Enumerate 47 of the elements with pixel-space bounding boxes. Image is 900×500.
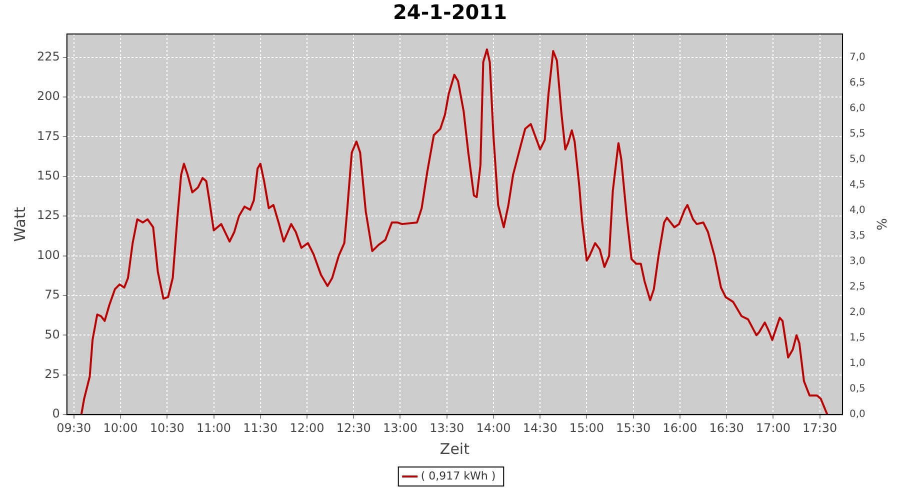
x-tick-label: 09:30 [56,420,92,435]
y2-tick-label: 4,0 [849,205,866,216]
x-tick-label: 17:30 [802,420,838,435]
y2-tick-label: 3,0 [849,256,866,268]
y2-tick-label: 2,5 [849,282,866,293]
y2-tick-label: 3,5 [849,230,866,242]
y2-tick-label: 2,0 [849,307,866,318]
y-tick-label: 50 [44,327,60,342]
x-tick-label: 10:30 [150,420,184,435]
y-tick-label: 175 [37,128,60,143]
y2-tick-label: 4,5 [849,179,866,190]
y2-tick-label: 7,0 [849,52,866,63]
x-tick-label: 14:30 [522,420,558,435]
x-tick-label: 16:00 [662,420,698,435]
x-tick-label: 11:30 [243,420,278,435]
x-tick-label: 17:00 [756,420,791,435]
legend-label: ( 0,917 kWh ) [420,469,496,482]
y2-tick-label: 1,0 [849,358,866,370]
y-tick-label: 25 [44,367,60,382]
y2-tick-label: 5,0 [849,154,866,165]
y-tick-label: 0 [52,406,60,421]
x-tick-label: 12:00 [290,420,324,435]
y2-tick-label: 1,5 [849,332,866,344]
y-tick-label: 75 [44,288,60,302]
x-tick-label: 13:30 [430,420,464,435]
x-tick-label: 11:00 [196,420,232,435]
x-tick-label: 13:00 [382,420,418,435]
y2-tick-label: 6,5 [849,77,866,88]
x-axis-title: Zeit [440,440,470,458]
x-tick-label: 10:00 [103,420,138,435]
x-tick-label: 15:30 [616,420,651,435]
y2-tick-label: 6,0 [849,102,866,114]
x-tick-label: 14:00 [476,420,511,435]
chart-title: 24-1-2011 [392,0,508,24]
y2-tick-label: 5,5 [849,128,866,140]
x-tick-label: 16:30 [709,420,744,435]
y2-axis-title: % [872,218,888,230]
x-tick-label: 15:00 [569,420,604,435]
y-tick-label: 200 [37,89,60,104]
y2-tick-label: 0,0 [849,409,866,420]
y-tick-label: 100 [37,248,60,262]
y-tick-label: 150 [37,168,60,183]
y2-tick-label: 0,5 [849,384,866,395]
y-tick-label: 225 [37,49,60,64]
y-axis-title: Watt [10,206,29,242]
x-tick-label: 12:30 [336,420,371,435]
y-tick-label: 125 [37,208,60,222]
